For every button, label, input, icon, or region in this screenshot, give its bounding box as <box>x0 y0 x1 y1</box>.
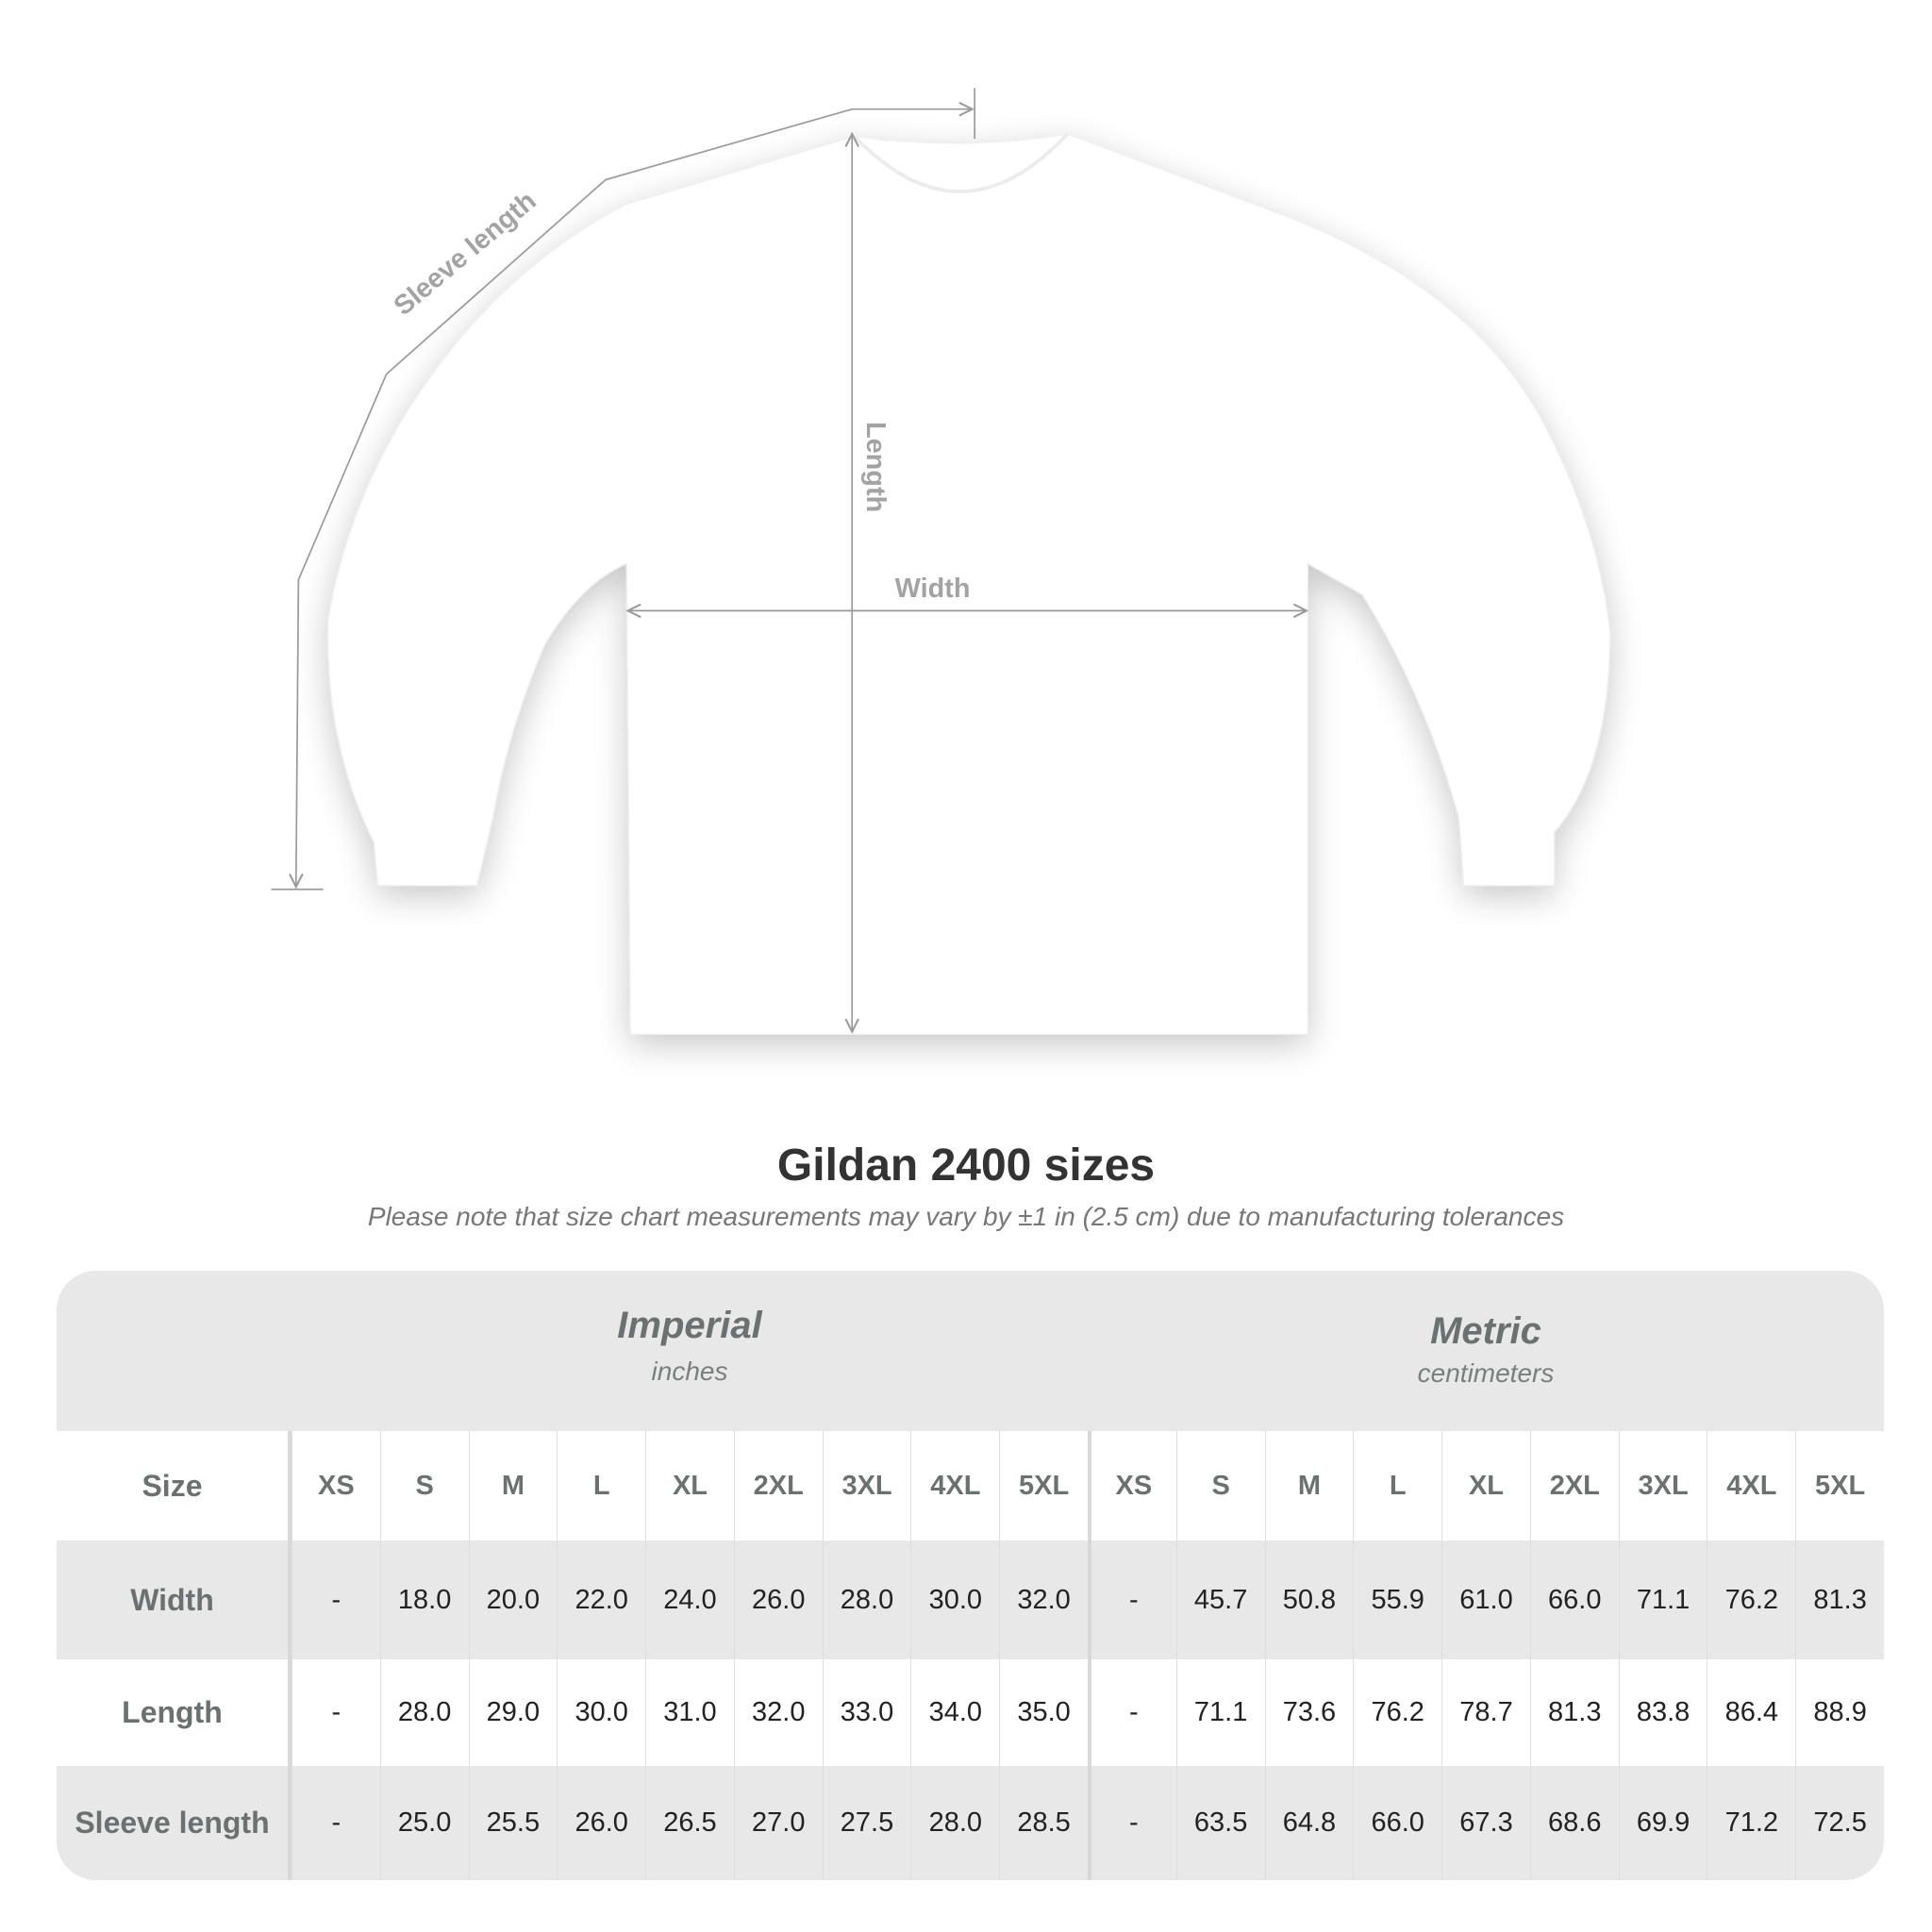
imperial-value-cell: 33.0 <box>822 1659 911 1766</box>
imperial-value-cell: 18.0 <box>379 1541 469 1659</box>
metric-value-cell: 76.2 <box>1353 1659 1441 1766</box>
metric-value-cell: 71.1 <box>1175 1659 1265 1766</box>
metric-value-cell: 64.8 <box>1264 1766 1354 1880</box>
size-chart-table: Imperial inches Metric centimeters Size X… <box>57 1271 1884 1880</box>
metric-value-cell: 50.8 <box>1264 1541 1354 1659</box>
imperial-value-cell: 28.0 <box>379 1659 469 1766</box>
imperial-size-header: 2XL <box>733 1431 823 1541</box>
imperial-size-header: L <box>557 1431 645 1541</box>
imperial-size-header: 4XL <box>910 1431 999 1541</box>
imperial-value-cell: 29.0 <box>468 1659 558 1766</box>
sleeve-measure-line <box>271 88 976 891</box>
metric-value-cell: - <box>1087 1541 1176 1659</box>
size-header-row: Size XS S M L XL 2XL 3XL 4XL 5XL XS S M L XL 2XL 3XL 4XL 5… <box>57 1431 1884 1541</box>
metric-value-cell: 45.7 <box>1175 1541 1265 1659</box>
imperial-value-cell: 25.0 <box>379 1766 469 1880</box>
metric-size-header: S <box>1175 1431 1265 1541</box>
imperial-value-cell: 31.0 <box>645 1659 734 1766</box>
metric-value-cell: 73.6 <box>1264 1659 1354 1766</box>
metric-size-header: 3XL <box>1618 1431 1707 1541</box>
table-row: Width -18.0 20.0 22.0 24.0 26.0 28.0 30.0 32.0-4… <box>57 1541 1884 1659</box>
imperial-value-cell: 28.0 <box>822 1541 911 1659</box>
imperial-value-cell: 28.5 <box>999 1766 1088 1880</box>
metric-value-cell: 67.3 <box>1441 1766 1530 1880</box>
metric-value-cell: 78.7 <box>1441 1659 1530 1766</box>
metric-size-header: XS <box>1087 1431 1176 1541</box>
metric-header: Metric centimeters <box>1088 1271 1884 1431</box>
tolerance-note: Please note that size chart measurements… <box>367 1202 1565 1231</box>
imperial-value-cell: 32.0 <box>733 1659 823 1766</box>
metric-value-cell: 71.1 <box>1618 1541 1707 1659</box>
metric-value-cell: 72.5 <box>1795 1766 1884 1880</box>
metric-unit: centimeters <box>1417 1358 1555 1388</box>
imperial-value-cell: 30.0 <box>910 1541 999 1659</box>
imperial-value-cell: 34.0 <box>910 1659 999 1766</box>
row-label: Sleeve length <box>57 1766 291 1880</box>
imperial-value-cell: 26.5 <box>645 1766 734 1880</box>
metric-size-header: 4XL <box>1707 1431 1795 1541</box>
metric-value-cell: 81.3 <box>1529 1659 1619 1766</box>
imperial-value-cell: 28.0 <box>910 1766 999 1880</box>
metric-value-cell: 88.9 <box>1795 1659 1884 1766</box>
metric-value-cell: 69.9 <box>1618 1766 1707 1880</box>
imperial-value-cell: 24.0 <box>645 1541 734 1659</box>
metric-value-cell: 83.8 <box>1618 1659 1707 1766</box>
metric-size-header: 2XL <box>1529 1431 1619 1541</box>
metric-size-header: M <box>1264 1431 1354 1541</box>
imperial-value-cell: 32.0 <box>999 1541 1088 1659</box>
table-row: Length -28.0 29.0 30.0 31.0 32.0 33.0 34.0 35.0-… <box>57 1659 1884 1766</box>
metric-value-cell: 66.0 <box>1529 1541 1619 1659</box>
metric-value-cell: 71.2 <box>1707 1766 1795 1880</box>
imperial-size-header: 3XL <box>822 1431 911 1541</box>
metric-value-cell: 63.5 <box>1175 1766 1265 1880</box>
metric-size-header: 5XL <box>1795 1431 1884 1541</box>
size-label: Size <box>57 1431 291 1541</box>
imperial-value-cell: 27.0 <box>733 1766 823 1880</box>
metric-value-cell: 76.2 <box>1707 1541 1795 1659</box>
imperial-value-cell: 27.5 <box>822 1766 911 1880</box>
row-label: Length <box>57 1659 291 1766</box>
metric-size-header: XL <box>1441 1431 1530 1541</box>
imperial-title: Imperial <box>617 1305 762 1346</box>
imperial-unit: inches <box>651 1357 728 1386</box>
metric-size-header: L <box>1353 1431 1441 1541</box>
imperial-header: Imperial inches <box>291 1271 1088 1431</box>
metric-value-cell: 55.9 <box>1353 1541 1441 1659</box>
metric-value-cell: 81.3 <box>1795 1541 1884 1659</box>
metric-value-cell: 66.0 <box>1353 1766 1441 1880</box>
shirt-measurement-diagram: Sleeve length Length Width <box>271 88 1611 1036</box>
imperial-value-cell: 26.0 <box>733 1541 823 1659</box>
metric-value-cell: 61.0 <box>1441 1541 1530 1659</box>
imperial-value-cell: 25.5 <box>468 1766 558 1880</box>
metric-value-cell: 68.6 <box>1529 1766 1619 1880</box>
width-label: Width <box>895 574 971 604</box>
imperial-value-cell: 30.0 <box>557 1659 645 1766</box>
metric-value-cell: 86.4 <box>1707 1659 1795 1766</box>
metric-value-cell: - <box>1087 1766 1176 1880</box>
row-label: Width <box>57 1541 291 1659</box>
imperial-size-header: S <box>379 1431 469 1541</box>
metric-title: Metric <box>1430 1310 1541 1352</box>
imperial-size-header: M <box>468 1431 558 1541</box>
metric-value-cell: - <box>1087 1659 1176 1766</box>
imperial-value-cell: 20.0 <box>468 1541 558 1659</box>
imperial-value-cell: 26.0 <box>557 1766 645 1880</box>
imperial-value-cell: - <box>291 1541 380 1659</box>
imperial-size-header: 5XL <box>999 1431 1088 1541</box>
page-title: Gildan 2400 sizes <box>776 1141 1156 1191</box>
imperial-size-header: XL <box>645 1431 734 1541</box>
imperial-value-cell: - <box>291 1766 380 1880</box>
imperial-value-cell: - <box>291 1659 380 1766</box>
table-row: Sleeve length -25.0 25.5 26.0 26.5 27.0 27.5 28… <box>57 1766 1884 1880</box>
length-label: Length <box>860 422 891 512</box>
imperial-value-cell: 35.0 <box>999 1659 1088 1766</box>
imperial-size-header: XS <box>291 1431 380 1541</box>
imperial-value-cell: 22.0 <box>557 1541 645 1659</box>
